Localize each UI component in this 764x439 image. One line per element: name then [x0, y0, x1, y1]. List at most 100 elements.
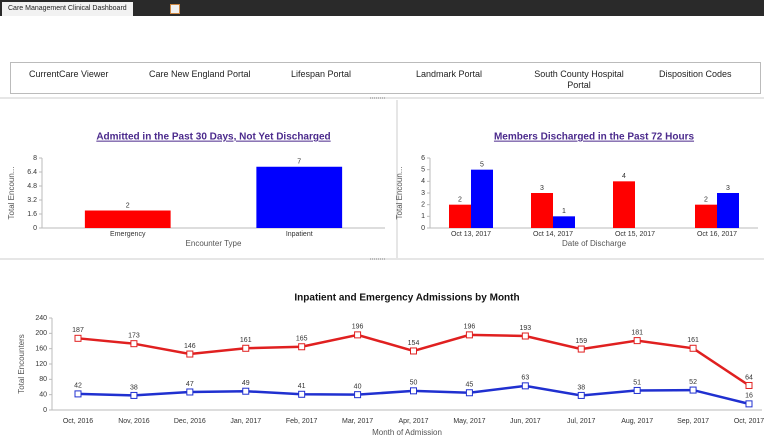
value-label: 173	[128, 333, 140, 340]
tab[interactable]: Care Management Clinical Dashboard	[2, 2, 133, 16]
x-tick-label: Emergency	[110, 231, 146, 238]
value-label: 187	[72, 327, 84, 334]
value-label: 52	[689, 379, 697, 386]
chart-title: Inpatient and Emergency Admissions by Mo…	[294, 293, 519, 304]
x-tick-label: Oct, 2017	[734, 418, 764, 425]
nav-link[interactable]: South County Hospital Portal	[534, 69, 624, 90]
y-tick-label: 0	[43, 407, 47, 414]
x-tick-label: Jul, 2017	[567, 418, 596, 425]
y-tick-label: 2	[421, 202, 425, 209]
point	[689, 386, 697, 394]
y-tick-label: 240	[35, 315, 47, 322]
x-tick-label: Aug, 2017	[621, 418, 653, 425]
nav-link[interactable]: Lifespan Portal	[291, 69, 352, 79]
y-tick-label: 1	[421, 213, 425, 220]
point	[745, 381, 753, 389]
x-tick-label: Nov, 2016	[118, 418, 149, 425]
point	[354, 391, 362, 399]
bar	[695, 204, 717, 228]
x-axis-label: Date of Discharge	[562, 239, 627, 248]
value-label: 64	[745, 374, 753, 381]
y-tick-label: 120	[35, 361, 47, 368]
y-tick-label: 1.6	[27, 211, 37, 218]
point	[410, 347, 417, 355]
point	[465, 389, 473, 397]
x-tick-label: Inpatient	[286, 231, 313, 238]
point	[689, 344, 697, 352]
bar	[717, 193, 739, 228]
y-tick-label: 3	[421, 190, 425, 197]
value-label: 49	[242, 380, 250, 387]
point	[577, 391, 585, 399]
value-label: 161	[687, 337, 699, 344]
nav-link[interactable]: CurrentCare Viewer	[29, 69, 109, 79]
y-tick-label: 3.2	[27, 197, 37, 204]
point	[577, 345, 585, 353]
value-label: 2	[704, 197, 708, 204]
value-label: 38	[130, 384, 138, 391]
nav-link[interactable]: Landmark Portal	[416, 69, 483, 79]
y-axis-label: Total Encoun...	[7, 167, 16, 220]
y-axis-label: Total Encoun...	[395, 167, 404, 220]
x-tick-label: Oct 14, 2017	[533, 231, 573, 238]
point	[521, 382, 529, 390]
value-label: 161	[240, 337, 252, 344]
value-label: 45	[466, 382, 474, 389]
nav-link[interactable]: Care New England Portal	[149, 69, 251, 79]
x-tick-label: Oct 15, 2017	[615, 231, 655, 238]
value-label: 38	[577, 384, 585, 391]
chart-title: Members Discharged in the Past 72 Hours	[494, 132, 695, 143]
value-label: 2	[458, 197, 462, 204]
bar	[84, 210, 171, 228]
y-tick-label: 8	[33, 155, 37, 162]
value-label: 193	[519, 325, 531, 332]
point	[186, 350, 194, 358]
nav-bar: CurrentCare Viewer Care New England Port…	[10, 62, 761, 94]
value-label: 41	[298, 383, 306, 390]
bar	[471, 169, 493, 228]
y-tick-label: 40	[39, 392, 47, 399]
value-label: 196	[352, 324, 364, 331]
value-label: 5	[480, 162, 484, 169]
point	[633, 337, 641, 345]
bar	[553, 216, 575, 228]
value-label: 2	[126, 202, 130, 209]
x-tick-label: Sep, 2017	[677, 418, 709, 425]
y-tick-label: 160	[35, 346, 47, 353]
value-label: 154	[408, 340, 420, 347]
value-label: 7	[297, 159, 301, 166]
nav-link[interactable]: Disposition Codes	[659, 69, 732, 79]
y-tick-label: 80	[39, 376, 47, 383]
y-axis-label: Total Encounters	[17, 334, 26, 394]
point	[242, 344, 250, 352]
value-label: 196	[464, 324, 476, 331]
x-tick-label: Oct, 2016	[63, 418, 93, 425]
value-label: 181	[631, 329, 643, 336]
point	[521, 332, 529, 340]
bar	[613, 181, 635, 228]
x-tick-label: Apr, 2017	[399, 418, 429, 425]
y-tick-label: 4	[421, 178, 425, 185]
y-tick-label: 0	[421, 225, 425, 232]
value-label: 51	[633, 379, 641, 386]
chart-title: Admitted in the Past 30 Days, Not Yet Di…	[96, 132, 330, 143]
top-bar: Care Management Clinical Dashboard	[0, 0, 764, 16]
y-tick-label: 6	[421, 155, 425, 162]
value-label: 47	[186, 381, 194, 388]
value-label: 1	[562, 208, 566, 215]
y-tick-label: 200	[35, 330, 47, 337]
x-tick-label: Oct 16, 2017	[697, 231, 737, 238]
x-tick-label: Feb, 2017	[286, 418, 318, 425]
value-label: 3	[726, 185, 730, 192]
point	[354, 331, 362, 339]
value-label: 3	[540, 185, 544, 192]
value-label: 4	[622, 173, 626, 180]
bar	[449, 204, 471, 228]
value-label: 16	[745, 393, 753, 400]
point	[633, 386, 641, 394]
tab-icon[interactable]	[170, 4, 180, 14]
value-label: 40	[354, 384, 362, 391]
y-tick-label: 0	[33, 225, 37, 232]
